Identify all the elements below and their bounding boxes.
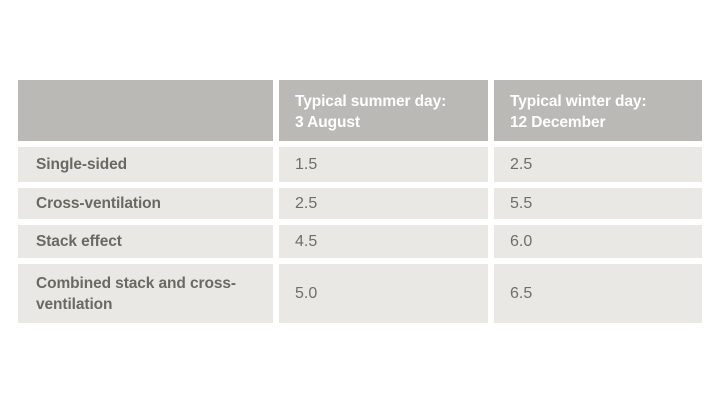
row-cross-ventilation-summer-value: 2.5 [279, 188, 488, 219]
header-winter-line2: 12 December [510, 113, 606, 131]
row-stack-effect-summer-value: 4.5 [279, 225, 488, 258]
header-summer-cell: Typical summer day: 3 August [279, 80, 488, 141]
row-single-sided-winter-value: 2.5 [494, 147, 702, 182]
ventilation-rates-table: Typical summer day: 3 August Typical win… [18, 80, 702, 323]
header-summer-line2: 3 August [295, 113, 360, 131]
header-summer-line1: Typical summer day: [295, 92, 447, 110]
row-stack-effect-winter-value: 6.0 [494, 225, 702, 258]
row-label-single-sided: Single-sided [18, 147, 273, 182]
header-winter-line1: Typical winter day: [510, 92, 647, 110]
row-single-sided-summer-value: 1.5 [279, 147, 488, 182]
row-label-combined-stack-cross-ventilation: Combined stack and cross-ventilation [18, 264, 273, 323]
row-combined-summer-value: 5.0 [279, 264, 488, 323]
row-cross-ventilation-winter-value: 5.5 [494, 188, 702, 219]
row-combined-winter-value: 6.5 [494, 264, 702, 323]
header-empty-cell [18, 80, 273, 141]
row-label-cross-ventilation: Cross-ventilation [18, 188, 273, 219]
row-label-stack-effect: Stack effect [18, 225, 273, 258]
header-winter-cell: Typical winter day: 12 December [494, 80, 702, 141]
